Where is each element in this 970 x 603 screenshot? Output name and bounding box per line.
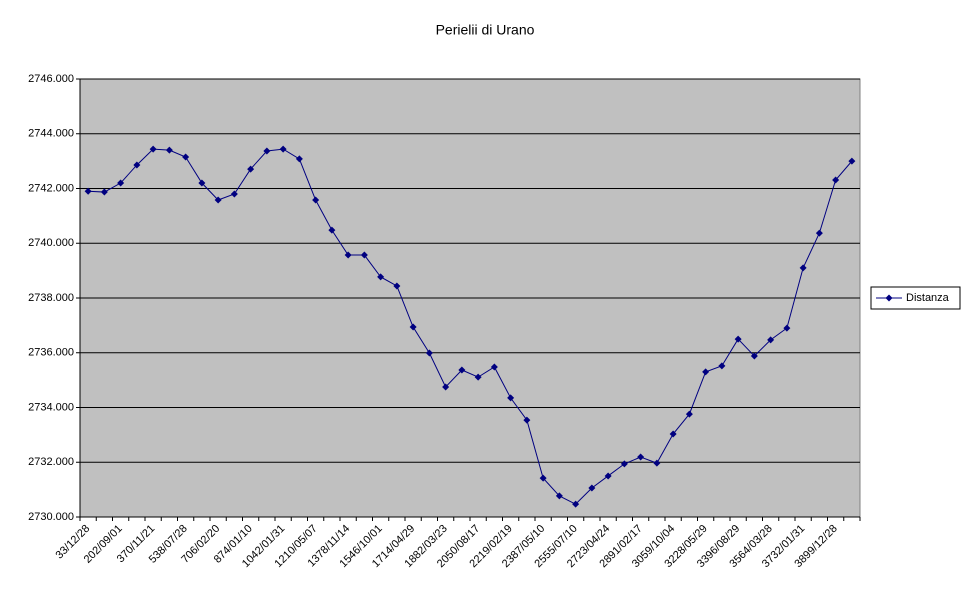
y-tick-label: 2730.000 xyxy=(28,511,74,523)
point-marker xyxy=(230,190,238,198)
point-marker xyxy=(669,430,677,438)
point-marker xyxy=(344,251,352,259)
point-marker xyxy=(198,179,206,187)
point-marker xyxy=(815,229,823,237)
point-marker xyxy=(247,165,255,173)
point-marker xyxy=(458,366,466,374)
y-tick-label: 2742.000 xyxy=(28,182,74,194)
chart-title: Perielii di Urano xyxy=(436,22,535,38)
point-marker xyxy=(588,484,596,492)
point-marker xyxy=(734,335,742,343)
point-marker xyxy=(572,500,580,508)
point-marker xyxy=(393,282,401,290)
point-marker xyxy=(263,147,271,155)
point-marker xyxy=(718,362,726,370)
legend-marker xyxy=(885,294,893,302)
point-marker xyxy=(799,264,807,272)
point-marker xyxy=(425,349,433,357)
point-marker xyxy=(100,188,108,196)
y-tick-label: 2736.000 xyxy=(28,347,74,359)
point-marker xyxy=(377,273,385,281)
point-marker xyxy=(149,145,157,153)
legend-box xyxy=(870,286,961,310)
y-tick-label: 2732.000 xyxy=(28,456,74,468)
point-marker xyxy=(555,492,563,500)
point-marker xyxy=(165,146,173,154)
y-tick-label: 2740.000 xyxy=(28,237,74,249)
point-marker xyxy=(312,196,320,204)
y-tick-label: 2738.000 xyxy=(28,292,74,304)
point-marker xyxy=(767,336,775,344)
y-tick-label: 2734.000 xyxy=(28,401,74,413)
point-marker xyxy=(750,352,758,360)
point-marker xyxy=(523,416,531,424)
point-marker xyxy=(182,153,190,161)
point-marker xyxy=(360,251,368,259)
point-marker xyxy=(214,196,222,204)
point-marker xyxy=(409,323,417,331)
y-tick-label: 2746.000 xyxy=(28,73,74,85)
point-marker xyxy=(328,226,336,234)
point-marker xyxy=(442,383,450,391)
point-marker xyxy=(133,161,141,169)
y-tick-label: 2744.000 xyxy=(28,128,74,140)
point-marker xyxy=(685,410,693,418)
legend-label: Distanza xyxy=(906,292,950,304)
point-marker xyxy=(279,145,287,153)
point-marker xyxy=(653,459,661,467)
point-marker xyxy=(474,373,482,381)
point-marker xyxy=(702,368,710,376)
point-marker xyxy=(84,187,92,195)
point-marker xyxy=(832,176,840,184)
point-marker xyxy=(295,155,303,163)
point-marker xyxy=(117,179,125,187)
point-marker xyxy=(783,324,791,332)
point-marker xyxy=(539,474,547,482)
series-line xyxy=(88,148,853,505)
point-marker xyxy=(604,472,612,480)
point-marker xyxy=(848,157,856,165)
point-marker xyxy=(507,394,515,402)
point-marker xyxy=(490,363,498,371)
point-marker xyxy=(620,460,628,468)
point-marker xyxy=(637,453,645,461)
